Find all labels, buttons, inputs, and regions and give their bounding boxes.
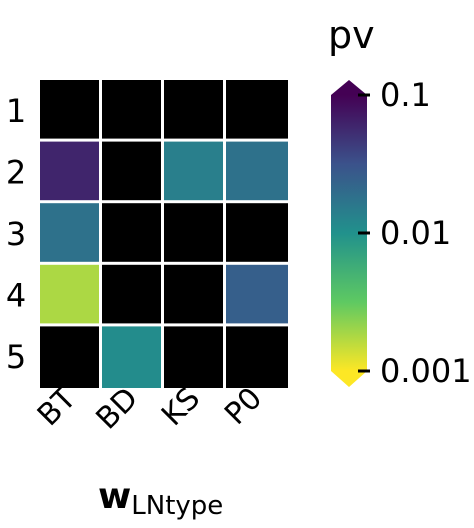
heatmap-cell-2-BT bbox=[40, 142, 99, 201]
row-label: 5 bbox=[6, 338, 26, 376]
row-labels: 1 2 3 4 5 bbox=[6, 92, 26, 376]
colorbar-label: pv bbox=[328, 13, 375, 57]
heatmap-cells bbox=[40, 80, 288, 388]
heatmap-cell-2-P0 bbox=[226, 142, 288, 201]
heatmap-cell-5-KS bbox=[164, 326, 223, 388]
colorbar-ticks: 0.1 0.01 0.001 bbox=[358, 76, 472, 390]
row-label: 1 bbox=[6, 92, 26, 130]
row-label: 2 bbox=[6, 153, 26, 191]
colorbar-extend-top bbox=[331, 80, 367, 95]
heatmap-cell-4-BD bbox=[102, 265, 161, 324]
heatmap-cell-1-KS bbox=[164, 80, 223, 139]
x-axis-label-sub: LNtype bbox=[131, 491, 223, 521]
row-label: 4 bbox=[6, 277, 26, 315]
column-label: P0 bbox=[218, 381, 269, 432]
heatmap-cell-3-KS bbox=[164, 203, 223, 262]
heatmap-cell-2-BD bbox=[102, 142, 161, 201]
heatmap-cell-2-KS bbox=[164, 142, 223, 201]
heatmap-cell-5-BD bbox=[102, 326, 161, 388]
column-label: KS bbox=[155, 381, 207, 433]
colorbar: pv 0.1 0.01 0.001 bbox=[328, 13, 472, 390]
column-label: BT bbox=[31, 380, 84, 433]
heatmap-cell-1-BT bbox=[40, 80, 99, 139]
colorbar-tick-label: 0.1 bbox=[380, 76, 431, 114]
x-axis-label: wLNtype bbox=[98, 476, 223, 521]
x-axis-label-main: w bbox=[98, 476, 131, 517]
heatmap-cell-3-BD bbox=[102, 203, 161, 262]
column-labels: BT BD KS P0 bbox=[31, 380, 269, 436]
heatmap-cell-3-P0 bbox=[226, 203, 288, 262]
heatmap-cell-4-KS bbox=[164, 265, 223, 324]
heatmap-cell-1-P0 bbox=[226, 80, 288, 139]
heatmap-cell-3-BT bbox=[40, 203, 99, 262]
heatmap-cell-5-BT bbox=[40, 326, 99, 388]
heatmap-cell-4-BT bbox=[40, 265, 99, 324]
heatmap-cell-4-P0 bbox=[226, 265, 288, 324]
colorbar-tick-label: 0.001 bbox=[380, 352, 472, 390]
heatmap-cell-5-P0 bbox=[226, 326, 288, 388]
colorbar-extend-bottom bbox=[331, 371, 367, 387]
row-label: 3 bbox=[6, 215, 26, 253]
colorbar-tick-label: 0.01 bbox=[380, 214, 451, 252]
heatmap-cell-1-BD bbox=[102, 80, 161, 139]
column-label: BD bbox=[90, 381, 146, 437]
